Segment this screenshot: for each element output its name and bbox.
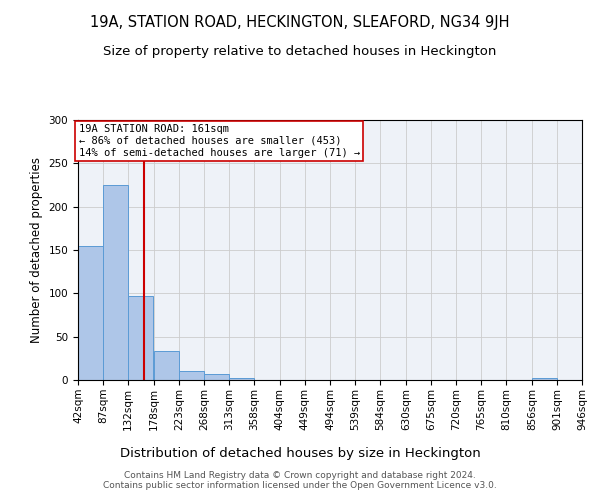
Text: Size of property relative to detached houses in Heckington: Size of property relative to detached ho… [103,45,497,58]
Bar [229,378,254,380]
Bar [532,378,557,380]
Bar [103,185,128,380]
Bar [78,246,103,380]
Bar [204,374,229,380]
Text: 19A STATION ROAD: 161sqm
← 86% of detached houses are smaller (453)
14% of semi-: 19A STATION ROAD: 161sqm ← 86% of detach… [79,124,360,158]
Bar [154,352,179,380]
Text: 19A, STATION ROAD, HECKINGTON, SLEAFORD, NG34 9JH: 19A, STATION ROAD, HECKINGTON, SLEAFORD,… [90,15,510,30]
Bar [179,372,204,380]
Text: Contains HM Land Registry data © Crown copyright and database right 2024.
Contai: Contains HM Land Registry data © Crown c… [103,470,497,490]
Bar [128,296,153,380]
Text: Distribution of detached houses by size in Heckington: Distribution of detached houses by size … [119,448,481,460]
Y-axis label: Number of detached properties: Number of detached properties [30,157,43,343]
